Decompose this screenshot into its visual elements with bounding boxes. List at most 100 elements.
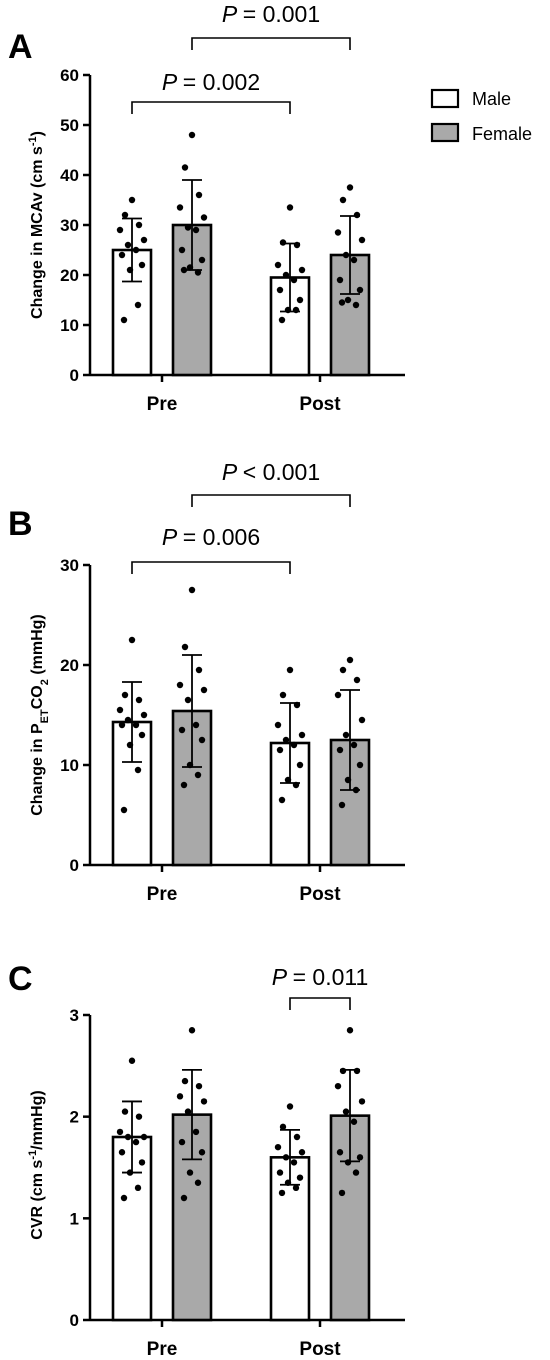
y-tick-label: 2 bbox=[70, 1108, 79, 1127]
legend-swatch-female bbox=[430, 122, 460, 143]
y-tick-label: 20 bbox=[60, 266, 79, 285]
data-point bbox=[282, 1154, 290, 1161]
data-point bbox=[284, 776, 292, 784]
data-point bbox=[124, 716, 132, 724]
y-tick-label: 30 bbox=[60, 556, 79, 575]
panel-A: A 0 10 20 30 40 50 60 Pre Post Change in MCAv (cm … bbox=[8, 1, 405, 415]
data-point bbox=[356, 286, 364, 294]
data-point bbox=[121, 211, 129, 219]
data-point bbox=[284, 1179, 292, 1186]
data-point bbox=[296, 1174, 304, 1181]
data-point bbox=[140, 711, 148, 719]
data-point bbox=[356, 1154, 364, 1161]
data-point bbox=[344, 296, 352, 304]
data-point bbox=[278, 796, 286, 804]
data-point bbox=[184, 224, 192, 231]
data-point bbox=[194, 771, 202, 779]
data-point bbox=[346, 1027, 354, 1034]
data-point bbox=[342, 731, 350, 739]
panel-letter: B bbox=[8, 505, 33, 543]
data-point bbox=[274, 261, 282, 269]
data-point bbox=[344, 1159, 352, 1166]
p-value-label: P = 0.006 bbox=[162, 524, 260, 550]
data-point bbox=[274, 721, 282, 729]
x-category-label: Post bbox=[299, 394, 341, 415]
significance-bracket bbox=[191, 494, 351, 507]
panel-letter: C bbox=[8, 960, 33, 998]
data-point bbox=[334, 691, 342, 699]
data-point bbox=[353, 211, 361, 219]
data-point bbox=[290, 276, 298, 284]
data-point bbox=[342, 1108, 350, 1115]
data-point bbox=[120, 316, 128, 324]
data-point bbox=[200, 1098, 208, 1105]
data-point bbox=[358, 716, 366, 724]
x-category-label: Post bbox=[299, 1339, 341, 1360]
data-point bbox=[181, 1077, 189, 1085]
y-tick-label: 50 bbox=[60, 116, 79, 135]
p-value-label: P = 0.002 bbox=[162, 69, 260, 95]
data-point bbox=[353, 1067, 361, 1075]
data-point bbox=[121, 691, 129, 699]
data-point bbox=[140, 236, 148, 244]
data-point bbox=[286, 666, 294, 674]
data-point bbox=[293, 1133, 301, 1141]
y-tick-label: 10 bbox=[60, 756, 79, 775]
data-point bbox=[352, 1169, 360, 1176]
data-point bbox=[350, 1118, 358, 1125]
significance-bracket bbox=[131, 561, 291, 574]
data-point bbox=[200, 214, 208, 221]
data-point bbox=[192, 226, 200, 234]
data-point bbox=[126, 1169, 134, 1176]
significance-bracket bbox=[131, 101, 291, 114]
data-point bbox=[138, 731, 146, 739]
data-point bbox=[276, 1169, 284, 1176]
data-point bbox=[132, 246, 140, 254]
data-point bbox=[126, 266, 134, 274]
data-point bbox=[278, 316, 286, 324]
panel-letter: A bbox=[8, 28, 33, 66]
data-point bbox=[178, 246, 186, 254]
data-point bbox=[124, 241, 132, 249]
data-point bbox=[339, 196, 347, 204]
data-point bbox=[334, 1082, 342, 1090]
data-point bbox=[134, 301, 142, 309]
data-point bbox=[140, 1133, 148, 1141]
y-tick-label: 30 bbox=[60, 216, 79, 235]
data-point bbox=[358, 236, 366, 244]
data-point bbox=[344, 776, 352, 784]
y-axis-label: CVR (cm s-1/mmHg) bbox=[27, 1090, 46, 1239]
data-point bbox=[192, 1128, 200, 1136]
data-point bbox=[116, 1128, 124, 1136]
data-point bbox=[274, 1143, 282, 1151]
legend-label-male: Male bbox=[472, 89, 511, 109]
data-point bbox=[138, 261, 146, 269]
data-point bbox=[120, 1194, 128, 1202]
data-point bbox=[279, 1123, 287, 1131]
data-point bbox=[184, 696, 192, 704]
data-point bbox=[356, 761, 364, 769]
data-point bbox=[195, 1082, 203, 1090]
data-point bbox=[198, 1149, 206, 1156]
data-point bbox=[184, 1108, 192, 1115]
data-point bbox=[338, 1189, 346, 1197]
p-value-label: P < 0.001 bbox=[222, 459, 320, 485]
data-point bbox=[118, 251, 126, 259]
data-point bbox=[350, 741, 358, 749]
data-point bbox=[135, 1113, 143, 1120]
data-point bbox=[282, 271, 290, 279]
data-point bbox=[186, 761, 194, 769]
data-point bbox=[286, 204, 294, 211]
data-point bbox=[298, 1149, 306, 1156]
data-point bbox=[138, 1159, 146, 1166]
data-point bbox=[178, 726, 186, 734]
data-point bbox=[290, 741, 298, 749]
data-point bbox=[186, 264, 194, 271]
data-point bbox=[350, 256, 358, 264]
y-tick-label: 20 bbox=[60, 656, 79, 675]
data-point bbox=[128, 196, 136, 204]
data-point bbox=[286, 1103, 294, 1110]
data-point bbox=[296, 761, 304, 769]
data-point bbox=[352, 786, 360, 794]
bar-female-post bbox=[329, 253, 371, 377]
